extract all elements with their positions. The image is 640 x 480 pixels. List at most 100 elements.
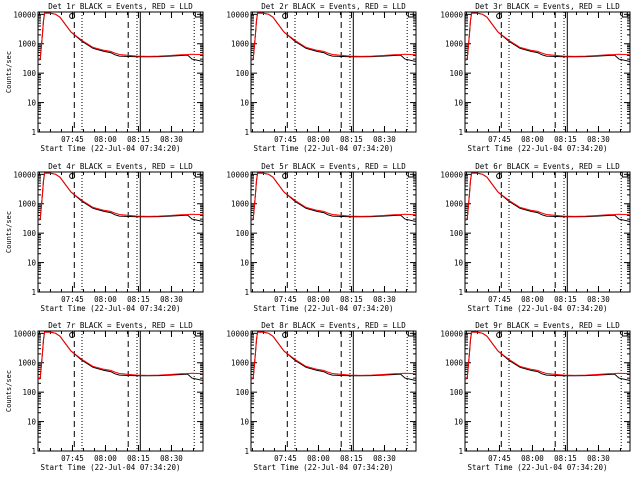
series-group — [38, 172, 203, 223]
y-tick-label: 10 — [240, 99, 250, 108]
series-line-lld — [38, 172, 203, 221]
y-tick-label: 10 — [454, 259, 464, 268]
x-tick-label: 08:15 — [340, 454, 363, 463]
series-line-lld — [38, 12, 203, 61]
x-axis-label: Start Time (22-Jul-04 07:34:20) — [41, 463, 181, 472]
x-tick-label: 08:00 — [94, 295, 117, 304]
y-tick-label: 1000 — [231, 40, 250, 49]
plot-frame — [37, 330, 204, 452]
y-tick-label: 10 — [27, 99, 37, 108]
y-tick-label: 10000 — [440, 10, 463, 19]
plot-frame — [250, 11, 417, 133]
plot-frame — [250, 171, 417, 293]
saa-marker — [69, 13, 76, 19]
y-tick-label: 100 — [235, 388, 249, 397]
series-group — [251, 331, 416, 382]
series-line-lld — [465, 172, 630, 221]
x-tick-label: 08:00 — [307, 454, 330, 463]
x-axis-label: Start Time (22-Jul-04 07:34:20) — [41, 144, 181, 153]
night-marker — [407, 171, 414, 178]
series-group — [251, 12, 416, 63]
x-tick-label: 08:15 — [554, 295, 577, 304]
y-tick-label: 1000 — [231, 359, 250, 368]
y-tick-label: 100 — [449, 229, 463, 238]
y-tick-label: 1 — [31, 128, 36, 137]
night-marker — [621, 11, 628, 18]
x-tick-label: 08:00 — [94, 454, 117, 463]
series-group — [465, 331, 630, 382]
series-group — [38, 12, 203, 63]
night-marker — [194, 330, 201, 337]
y-axis-label: Counts/sec — [5, 370, 13, 412]
y-tick-label: 1000 — [445, 40, 464, 49]
y-tick-label: 10000 — [13, 10, 36, 19]
x-tick-label: 08:15 — [340, 135, 363, 144]
saa-marker — [282, 13, 289, 19]
y-tick-label: 1 — [31, 288, 36, 297]
plot-frame — [464, 330, 631, 452]
y-tick-label: 1000 — [445, 359, 464, 368]
x-tick-label: 08:15 — [127, 295, 150, 304]
night-marker — [621, 330, 628, 337]
series-group — [38, 331, 203, 382]
x-tick-label: 07:45 — [488, 295, 511, 304]
y-tick-label: 1000 — [18, 200, 37, 209]
x-tick-label: 08:30 — [160, 135, 183, 144]
y-axis-label: Counts/sec — [5, 51, 13, 93]
x-tick-label: 08:30 — [373, 295, 396, 304]
x-axis-label: Start Time (22-Jul-04 07:34:20) — [41, 304, 181, 313]
plot-frame — [250, 330, 417, 452]
night-marker — [407, 11, 414, 18]
y-tick-label: 1 — [458, 128, 463, 137]
x-tick-label: 07:45 — [61, 454, 84, 463]
series-line-lld — [465, 12, 630, 61]
y-tick-label: 10000 — [226, 10, 249, 19]
x-tick-label: 07:45 — [488, 135, 511, 144]
x-tick-label: 08:30 — [160, 295, 183, 304]
panel-title: Det 8r BLACK = Events, RED = LLD — [261, 321, 406, 330]
y-tick-label: 1 — [244, 288, 249, 297]
x-tick-label: 08:15 — [554, 454, 577, 463]
panel-title: Det 7r BLACK = Events, RED = LLD — [48, 321, 193, 330]
x-tick-label: 08:15 — [554, 135, 577, 144]
x-tick-label: 08:15 — [340, 295, 363, 304]
panel-title: Det 2r BLACK = Events, RED = LLD — [261, 2, 406, 11]
y-tick-label: 1 — [244, 128, 249, 137]
x-tick-label: 08:30 — [587, 295, 610, 304]
series-line-lld — [251, 172, 416, 221]
x-tick-label: 08:30 — [373, 135, 396, 144]
y-tick-label: 1 — [244, 447, 249, 456]
y-tick-label: 10000 — [226, 329, 249, 338]
series-group — [465, 12, 630, 63]
panel-3: Det 3r BLACK = Events, RED = LLD 1 10 100 10… — [440, 2, 631, 153]
night-marker — [194, 171, 201, 178]
plot-frame — [37, 171, 204, 293]
panel-5: Det 5r BLACK = Events, RED = LLD 1 10 100 10… — [226, 162, 417, 313]
x-axis-label: Start Time (22-Jul-04 07:34:20) — [468, 463, 608, 472]
x-tick-label: 07:45 — [488, 454, 511, 463]
x-tick-label: 08:15 — [127, 135, 150, 144]
panel-8: Det 8r BLACK = Events, RED = LLD 1 10 100 10… — [226, 321, 417, 472]
x-tick-label: 08:00 — [307, 295, 330, 304]
x-tick-label: 08:00 — [521, 135, 544, 144]
series-group — [465, 172, 630, 223]
y-tick-label: 10 — [454, 99, 464, 108]
panel-title: Det 3r BLACK = Events, RED = LLD — [475, 2, 620, 11]
y-tick-label: 1 — [31, 447, 36, 456]
x-tick-label: 08:30 — [160, 454, 183, 463]
y-tick-label: 1000 — [18, 40, 37, 49]
y-tick-label: 100 — [22, 229, 36, 238]
y-tick-label: 10000 — [440, 329, 463, 338]
x-tick-label: 07:45 — [274, 454, 297, 463]
panel-9: Det 9r BLACK = Events, RED = LLD 1 10 100 10… — [440, 321, 631, 472]
y-tick-label: 100 — [235, 229, 249, 238]
x-tick-label: 08:00 — [521, 454, 544, 463]
x-tick-label: 08:30 — [587, 454, 610, 463]
saa-marker — [496, 173, 503, 179]
y-tick-label: 100 — [22, 388, 36, 397]
y-tick-label: 10000 — [226, 170, 249, 179]
x-axis-label: Start Time (22-Jul-04 07:34:20) — [254, 144, 394, 153]
panel-title: Det 1r BLACK = Events, RED = LLD — [48, 2, 193, 11]
x-axis-label: Start Time (22-Jul-04 07:34:20) — [254, 463, 394, 472]
